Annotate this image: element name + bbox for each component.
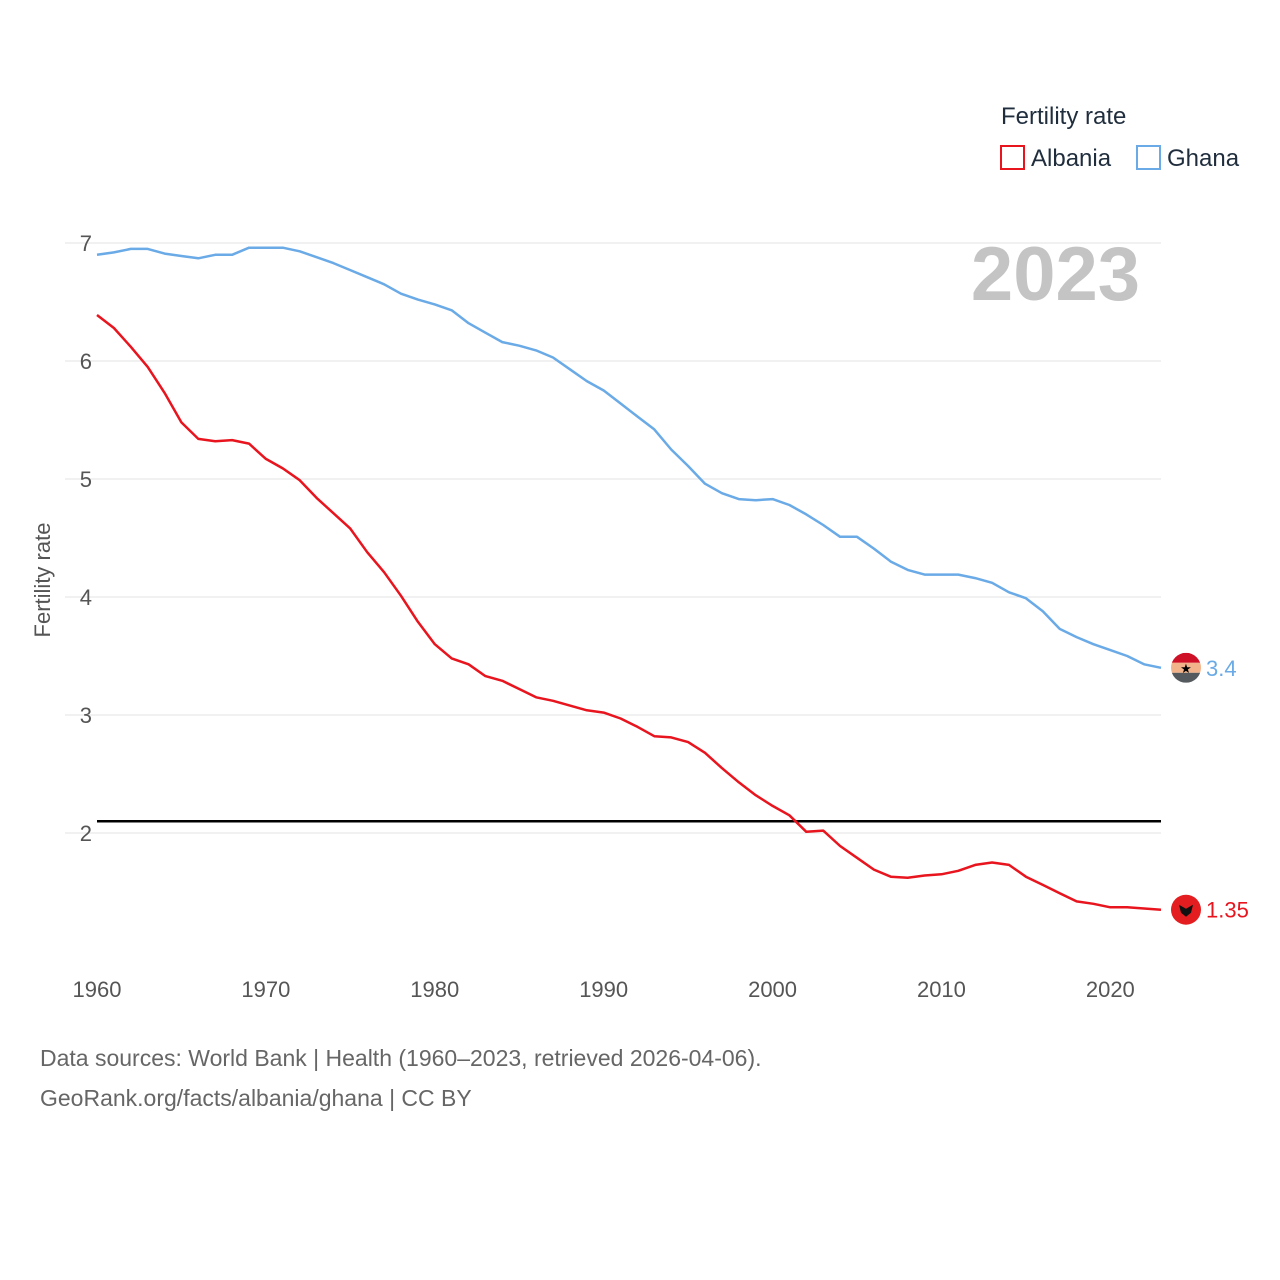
y-tick-label-3: 3 xyxy=(80,703,92,728)
y-tick-label-7: 7 xyxy=(80,231,92,256)
y-axis-label: Fertility rate xyxy=(30,523,55,638)
gridlines xyxy=(65,242,1161,834)
x-tick-label-1990: 1990 xyxy=(579,977,628,1002)
series-line-ghana[interactable] xyxy=(96,246,1162,670)
series-line-albania[interactable] xyxy=(96,314,1162,911)
source-line: Data sources: World Bank | Health (1960–… xyxy=(40,1045,762,1071)
x-tick-label-2000: 2000 xyxy=(748,977,797,1002)
x-tick-label-2020: 2020 xyxy=(1086,977,1135,1002)
x-tick-label-2010: 2010 xyxy=(917,977,966,1002)
x-tick-label-1960: 1960 xyxy=(73,977,122,1002)
end-marker-ghana: ★ xyxy=(1171,652,1201,683)
x-axis-ticks: 1960 1970 1980 1990 2000 2010 2020 xyxy=(73,977,1135,1002)
y-tick-label-6: 6 xyxy=(80,349,92,374)
ghana-flag-icon: ★ xyxy=(1171,652,1201,683)
legend-swatch-ghana[interactable] xyxy=(1136,145,1161,170)
legend-title: Fertility rate xyxy=(1001,103,1126,130)
y-tick-label-5: 5 xyxy=(80,467,92,492)
series-lines xyxy=(96,246,1162,911)
x-tick-label-1980: 1980 xyxy=(410,977,459,1002)
legend-label-ghana[interactable]: Ghana xyxy=(1167,145,1240,172)
y-axis-ticks: 2 3 4 5 6 7 xyxy=(80,231,92,846)
year-label: 2023 xyxy=(971,232,1140,317)
end-markers: 1.35 ★ 3.4 xyxy=(1171,652,1249,925)
y-tick-label-4: 4 xyxy=(80,585,92,610)
legend-label-albania[interactable]: Albania xyxy=(1031,145,1112,172)
y-tick-label-2: 2 xyxy=(80,821,92,846)
end-marker-albania xyxy=(1171,894,1201,925)
x-tick-label-1970: 1970 xyxy=(241,977,290,1002)
end-label-albania: 1.35 xyxy=(1206,898,1249,923)
license-line[interactable]: GeoRank.org/facts/albania/ghana | CC BY xyxy=(40,1085,472,1111)
svg-text:★: ★ xyxy=(1180,662,1192,677)
legend-swatch-albania[interactable] xyxy=(1000,145,1025,170)
legend: Fertility rate Albania Ghana xyxy=(1000,103,1240,172)
end-label-ghana: 3.4 xyxy=(1206,656,1237,681)
